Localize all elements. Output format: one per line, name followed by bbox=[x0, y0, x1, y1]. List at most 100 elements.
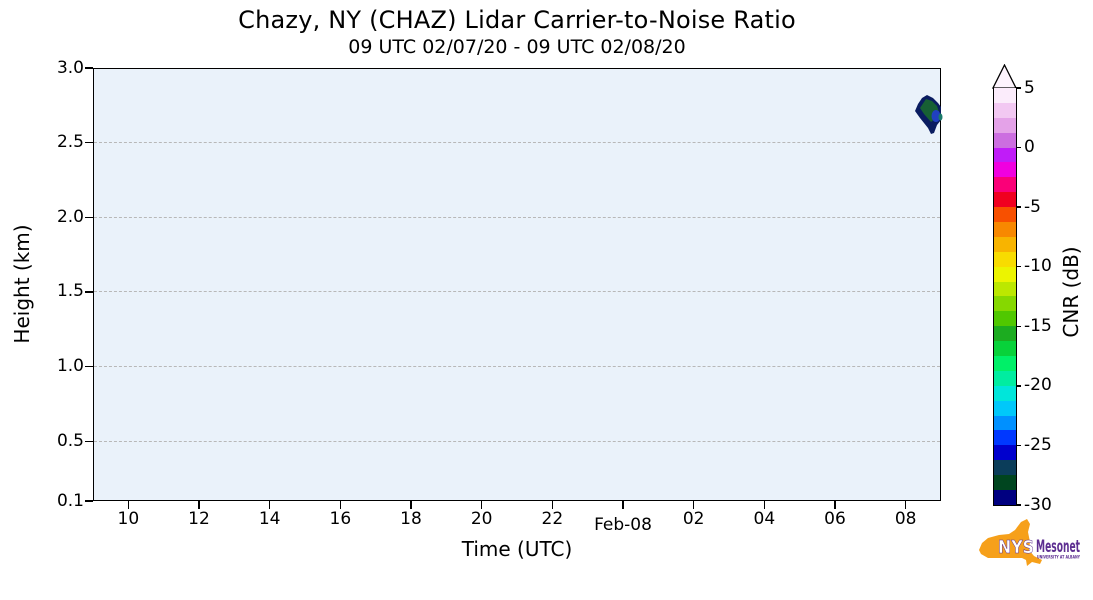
y-axis-label: Height (km) bbox=[10, 224, 34, 344]
logo-name-text: Mesonet bbox=[1036, 537, 1080, 557]
logo-tagline-text: UNIVERSITY AT ALBANY bbox=[1037, 555, 1080, 561]
colorbar-tick-mark bbox=[1016, 325, 1021, 327]
y-gridline bbox=[94, 216, 940, 218]
y-tick-mark bbox=[85, 291, 93, 293]
colorbar-tick-mark bbox=[1016, 146, 1021, 149]
colorbar-segment bbox=[994, 460, 1016, 476]
y-tick-label: 1.5 bbox=[56, 281, 84, 302]
colorbar-segment bbox=[994, 117, 1016, 133]
chart-subtitle: 09 UTC 02/07/20 - 09 UTC 02/08/20 bbox=[348, 36, 686, 58]
x-tick-mark bbox=[127, 501, 130, 509]
colorbar-tick-mark bbox=[1016, 385, 1021, 387]
y-gridline bbox=[94, 366, 940, 368]
colorbar-segment bbox=[994, 177, 1016, 193]
x-tick-mark bbox=[268, 501, 271, 509]
colorbar-segment bbox=[994, 415, 1016, 431]
colorbar-segment bbox=[994, 266, 1016, 282]
x-tick-mark bbox=[622, 501, 624, 509]
x-axis-label: Time (UTC) bbox=[461, 537, 573, 561]
colorbar-extend-arrow-shape bbox=[991, 64, 1017, 89]
colorbar-segment bbox=[994, 132, 1016, 148]
colorbar-tick-mark bbox=[1016, 87, 1021, 89]
y-gridline bbox=[94, 142, 940, 144]
x-tick-label: 20 bbox=[470, 509, 493, 529]
colorbar-tick-label: -5 bbox=[1024, 196, 1041, 217]
colorbar-segment bbox=[994, 147, 1016, 163]
colorbar-extend-arrow bbox=[991, 64, 1017, 89]
y-tick-mark bbox=[85, 440, 93, 442]
colorbar-segment bbox=[994, 236, 1016, 252]
colorbar-tick-mark bbox=[1016, 504, 1021, 506]
colorbar-segment bbox=[994, 296, 1016, 312]
x-tick-label: 12 bbox=[188, 509, 210, 529]
colorbar-tick-label: -30 bbox=[1024, 494, 1052, 515]
colorbar-segment bbox=[994, 445, 1016, 461]
colorbar-segment bbox=[994, 385, 1016, 401]
colorbar-segment bbox=[994, 222, 1016, 237]
x-tick-mark bbox=[198, 501, 200, 509]
colorbar-segment bbox=[994, 475, 1016, 491]
y-tick-mark bbox=[85, 500, 93, 502]
colorbar-segment bbox=[994, 370, 1016, 386]
colorbar-tick-label: 0 bbox=[1024, 137, 1035, 158]
x-tick-date-label: Feb-08 bbox=[594, 515, 652, 535]
colorbar-segment bbox=[994, 281, 1016, 297]
y-tick-mark bbox=[85, 216, 93, 218]
colorbar-tick-label: -20 bbox=[1024, 375, 1052, 396]
colorbar-tick-mark bbox=[1016, 206, 1021, 208]
y-tick-mark bbox=[85, 67, 93, 69]
x-tick-label: 16 bbox=[329, 509, 352, 529]
x-tick-label: 18 bbox=[400, 509, 422, 529]
x-tick-mark bbox=[339, 501, 342, 509]
x-tick-label: 02 bbox=[682, 509, 705, 529]
plot-area bbox=[93, 68, 941, 501]
y-tick-label: 0.1 bbox=[56, 490, 84, 511]
colorbar-segment bbox=[994, 311, 1016, 327]
colorbar-segment bbox=[994, 207, 1016, 223]
x-tick-label: 04 bbox=[753, 509, 776, 529]
chart-title: Chazy, NY (CHAZ) Lidar Carrier-to-Noise … bbox=[238, 6, 796, 34]
colorbar-segment bbox=[994, 341, 1016, 357]
x-tick-label: 22 bbox=[541, 509, 564, 529]
y-tick-label: 2.0 bbox=[56, 206, 84, 227]
x-tick-label: 14 bbox=[258, 509, 281, 529]
y-tick-mark bbox=[85, 141, 93, 144]
colorbar-segment bbox=[994, 102, 1016, 118]
colorbar-tick-label: -10 bbox=[1024, 256, 1052, 277]
nys-mesonet-logo: NYS Mesonet UNIVERSITY AT ALBANY bbox=[979, 519, 1080, 566]
logo-org-text: NYS bbox=[998, 537, 1034, 558]
y-tick-label: 0.5 bbox=[56, 430, 84, 451]
colorbar-segment bbox=[994, 326, 1016, 342]
colorbar-segment bbox=[994, 430, 1016, 446]
y-tick-label: 2.5 bbox=[56, 132, 84, 153]
y-gridline bbox=[94, 291, 940, 293]
y-tick-label: 1.0 bbox=[56, 356, 84, 377]
echo-patch bbox=[915, 95, 943, 134]
colorbar-tick-mark bbox=[1016, 266, 1021, 268]
x-tick-mark bbox=[834, 501, 836, 509]
colorbar-tick-label: -15 bbox=[1024, 315, 1052, 336]
colorbar bbox=[993, 88, 1017, 506]
colorbar-label: CNR (dB) bbox=[1059, 246, 1083, 338]
y-tick-mark bbox=[85, 365, 93, 368]
colorbar-segment bbox=[994, 251, 1016, 267]
x-tick-mark bbox=[480, 501, 483, 509]
colorbar-segment bbox=[994, 162, 1016, 178]
colorbar-tick-label: -25 bbox=[1024, 434, 1052, 455]
colorbar-segment bbox=[994, 356, 1016, 371]
x-tick-mark bbox=[904, 501, 907, 509]
echo-patch-edge-sliver bbox=[938, 113, 943, 121]
x-tick-mark bbox=[410, 501, 412, 509]
x-tick-label: 06 bbox=[824, 509, 846, 529]
colorbar-tick-label: 5 bbox=[1024, 77, 1035, 98]
colorbar-segment bbox=[994, 400, 1016, 416]
colorbar-segment bbox=[994, 192, 1016, 208]
colorbar-segment bbox=[994, 490, 1016, 505]
echo-patch-core bbox=[931, 110, 941, 122]
x-tick-label: 10 bbox=[117, 509, 140, 529]
ny-state-icon bbox=[979, 519, 1042, 566]
colorbar-tick-mark bbox=[1016, 444, 1021, 447]
y-tick-label: 3.0 bbox=[56, 57, 84, 78]
colorbar-segment bbox=[994, 88, 1016, 103]
x-tick-mark bbox=[692, 501, 695, 509]
